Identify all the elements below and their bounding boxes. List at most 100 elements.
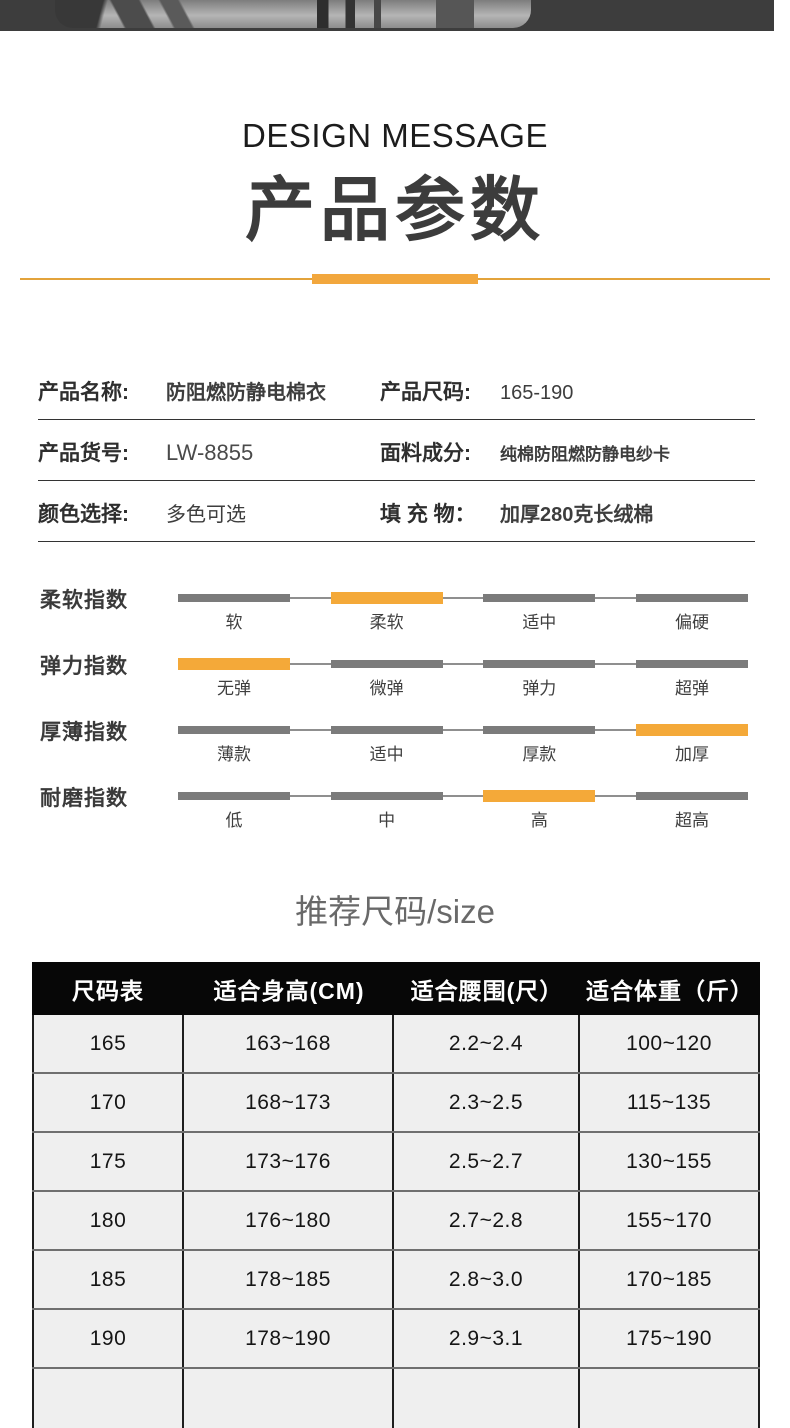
item-number-value: LW-8855 xyxy=(166,440,254,465)
elasticity-index-label: 弹力指数 xyxy=(40,655,128,678)
option-label: 软 xyxy=(225,613,243,632)
filling-value: 加厚280克长绒棉 xyxy=(500,504,654,526)
softness-index-label: 柔软指数 xyxy=(40,589,128,612)
softness-option-1: 柔软 xyxy=(330,590,443,634)
option-bar xyxy=(330,726,443,734)
option-label: 微弹 xyxy=(369,679,404,698)
cell-waist xyxy=(394,1369,580,1428)
filling-label: 填 充 物： xyxy=(380,503,476,526)
cell-weight: 170~185 xyxy=(580,1251,760,1308)
cell-waist: 2.3~2.5 xyxy=(394,1074,580,1131)
option-label: 中 xyxy=(378,811,396,830)
slider-row-thickness: 厚薄指数 薄款 适中 厚款 xyxy=(40,722,790,766)
info-row-color-filling: 颜色选择: 多色可选 填 充 物： 加厚280克长绒棉 xyxy=(38,498,755,542)
cell-size: 190 xyxy=(32,1310,184,1367)
size-table-header: 尺码表 适合身高(CM) 适合腰围(尺） 适合体重（斤） xyxy=(32,962,760,1015)
option-bar xyxy=(178,594,290,602)
section-subtitle: DESIGN MESSAGE xyxy=(242,117,548,154)
thickness-option-2: 厚款 xyxy=(483,722,596,766)
option-label: 适中 xyxy=(369,745,404,764)
info-row-sku-fabric: 产品货号: LW-8855 面料成分: 纯棉防阻燃防静电纱卡 xyxy=(38,437,755,481)
option-label: 厚款 xyxy=(522,745,557,764)
wear-option-0: 低 xyxy=(178,788,290,832)
elasticity-option-0: 无弹 xyxy=(178,656,290,700)
cell-size xyxy=(32,1369,184,1428)
cell-size: 165 xyxy=(32,1015,184,1072)
table-row: 190 178~190 2.9~3.1 175~190 xyxy=(32,1310,760,1369)
header-weight: 适合体重（斤） xyxy=(586,977,754,1004)
option-bar xyxy=(635,792,748,800)
option-label: 低 xyxy=(225,811,243,830)
option-bar xyxy=(178,792,290,800)
table-row: 175 173~176 2.5~2.7 130~155 xyxy=(32,1133,760,1192)
info-pair-product-name: 产品名称: 防阻燃防静电棉衣 xyxy=(38,376,380,406)
thickness-option-1: 适中 xyxy=(330,722,443,766)
option-bar xyxy=(635,594,748,602)
cell-weight: 100~120 xyxy=(580,1015,760,1072)
cell-weight xyxy=(580,1369,760,1428)
track-line xyxy=(180,663,746,665)
slider-row-softness: 柔软指数 软 柔软 适中 xyxy=(40,590,790,634)
option-bar xyxy=(178,658,290,670)
product-photo-strip xyxy=(55,0,531,28)
cell-size: 175 xyxy=(32,1133,184,1190)
wear-resistance-index-label: 耐磨指数 xyxy=(40,787,128,810)
hero-band xyxy=(0,0,774,31)
size-section-heading: 推荐尺码/size xyxy=(295,893,495,930)
softness-option-3: 偏硬 xyxy=(635,590,748,634)
option-label: 偏硬 xyxy=(674,613,709,632)
cell-weight: 155~170 xyxy=(580,1192,760,1249)
elasticity-option-1: 微弹 xyxy=(330,656,443,700)
softness-track: 软 柔软 适中 偏硬 xyxy=(178,590,748,634)
item-number-label: 产品货号: xyxy=(38,442,129,465)
softness-option-0: 软 xyxy=(178,590,290,634)
color-label: 颜色选择: xyxy=(38,503,129,526)
title-divider xyxy=(0,273,790,285)
size-table: 尺码表 适合身高(CM) 适合腰围(尺） 适合体重（斤） 165 163~168… xyxy=(32,962,760,1428)
product-name-label: 产品名称: xyxy=(38,381,129,404)
divider-center-bar xyxy=(312,274,478,284)
wear-option-2: 高 xyxy=(483,788,596,832)
option-bar xyxy=(483,790,596,802)
option-bar xyxy=(483,660,596,668)
table-row: 185 178~185 2.8~3.0 170~185 xyxy=(32,1251,760,1310)
cell-height xyxy=(184,1369,394,1428)
elasticity-option-3: 超弹 xyxy=(635,656,748,700)
cell-waist: 2.9~3.1 xyxy=(394,1310,580,1367)
cell-weight: 115~135 xyxy=(580,1074,760,1131)
cell-waist: 2.5~2.7 xyxy=(394,1133,580,1190)
option-label: 柔软 xyxy=(369,613,404,632)
thickness-option-0: 薄款 xyxy=(178,722,290,766)
fabric-value: 纯棉防阻燃防静电纱卡 xyxy=(500,445,670,464)
page-title: 产品参数 xyxy=(245,171,545,249)
option-label: 超高 xyxy=(674,811,709,830)
wear-resistance-track: 低 中 高 超高 xyxy=(178,788,748,832)
option-label: 无弹 xyxy=(217,679,251,698)
softness-option-2: 适中 xyxy=(483,590,596,634)
info-pair-fabric: 面料成分: 纯棉防阻燃防静电纱卡 xyxy=(380,437,755,467)
header-waist: 适合腰围(尺） xyxy=(410,977,564,1004)
cell-weight: 175~190 xyxy=(580,1310,760,1367)
cell-weight: 130~155 xyxy=(580,1133,760,1190)
option-label: 超弹 xyxy=(674,679,709,698)
info-pair-product-size: 产品尺码: 165-190 xyxy=(380,376,755,406)
option-bar xyxy=(330,592,443,604)
info-pair-filling: 填 充 物： 加厚280克长绒棉 xyxy=(380,498,755,528)
cell-height: 163~168 xyxy=(184,1015,394,1072)
wear-option-3: 超高 xyxy=(635,788,748,832)
option-label: 高 xyxy=(530,811,548,830)
option-bar xyxy=(178,726,290,734)
slider-row-elasticity: 弹力指数 无弹 微弹 弹力 xyxy=(40,656,790,700)
product-size-value: 165-190 xyxy=(500,382,574,404)
thickness-index-label: 厚薄指数 xyxy=(40,721,128,744)
slider-row-wear-resistance: 耐磨指数 低 中 高 xyxy=(40,788,790,832)
table-row: 170 168~173 2.3~2.5 115~135 xyxy=(32,1074,760,1133)
option-label: 薄款 xyxy=(217,745,251,764)
elasticity-track: 无弹 微弹 弹力 超弹 xyxy=(178,656,748,700)
color-value: 多色可选 xyxy=(166,504,246,526)
track-line xyxy=(180,795,746,797)
option-bar xyxy=(483,594,596,602)
option-label: 加厚 xyxy=(674,745,709,764)
option-bar xyxy=(635,724,748,736)
